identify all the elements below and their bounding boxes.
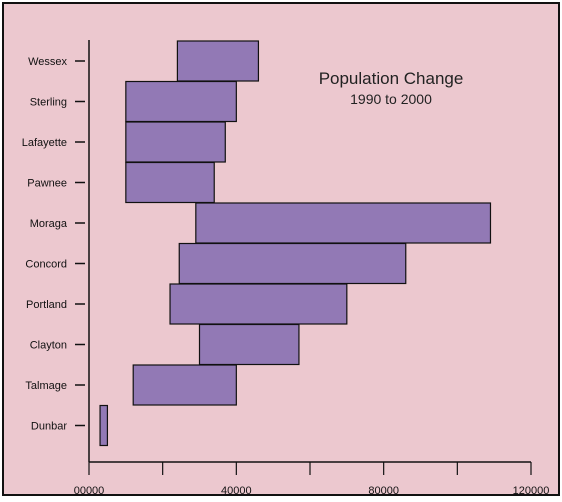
axes-group: Wessex Sterling Lafayette Pawnee Moraga Conco…: [22, 40, 550, 497]
chart-title: Population Change: [319, 69, 464, 88]
bar-sterling: [125, 80, 237, 123]
category-label-clayton: Clayton: [30, 340, 67, 352]
x-tick-label-120000: 120000: [513, 485, 550, 497]
category-label-pawnee: Pawnee: [27, 178, 67, 190]
x-tick-label-80000: 80000: [368, 485, 399, 497]
bar-talmage: [132, 364, 237, 406]
bar-wessex: [176, 40, 260, 82]
title-group: Population Change 1990 to 2000: [319, 69, 464, 107]
category-label-talmage: Talmage: [25, 380, 67, 392]
category-label-lafayette: Lafayette: [22, 137, 67, 149]
bar-clayton: [198, 323, 300, 366]
bar-portland: [169, 283, 348, 325]
category-label-wessex: Wessex: [28, 56, 67, 68]
bar-lafayette: [125, 121, 226, 163]
bar-concord: [178, 242, 407, 285]
category-label-concord: Concord: [25, 259, 67, 271]
category-label-portland: Portland: [26, 299, 67, 311]
bars-group: [99, 40, 492, 447]
chart-subtitle: 1990 to 2000: [350, 91, 432, 107]
category-label-sterling: Sterling: [30, 97, 67, 109]
x-tick-label-0: 00000: [74, 485, 105, 497]
category-label-moraga: Moraga: [30, 218, 68, 230]
bar-dunbar: [99, 404, 109, 447]
bar-pawnee: [125, 161, 215, 204]
bar-moraga: [195, 202, 492, 244]
x-tick-label-40000: 40000: [221, 485, 252, 497]
category-label-dunbar: Dunbar: [31, 421, 67, 433]
